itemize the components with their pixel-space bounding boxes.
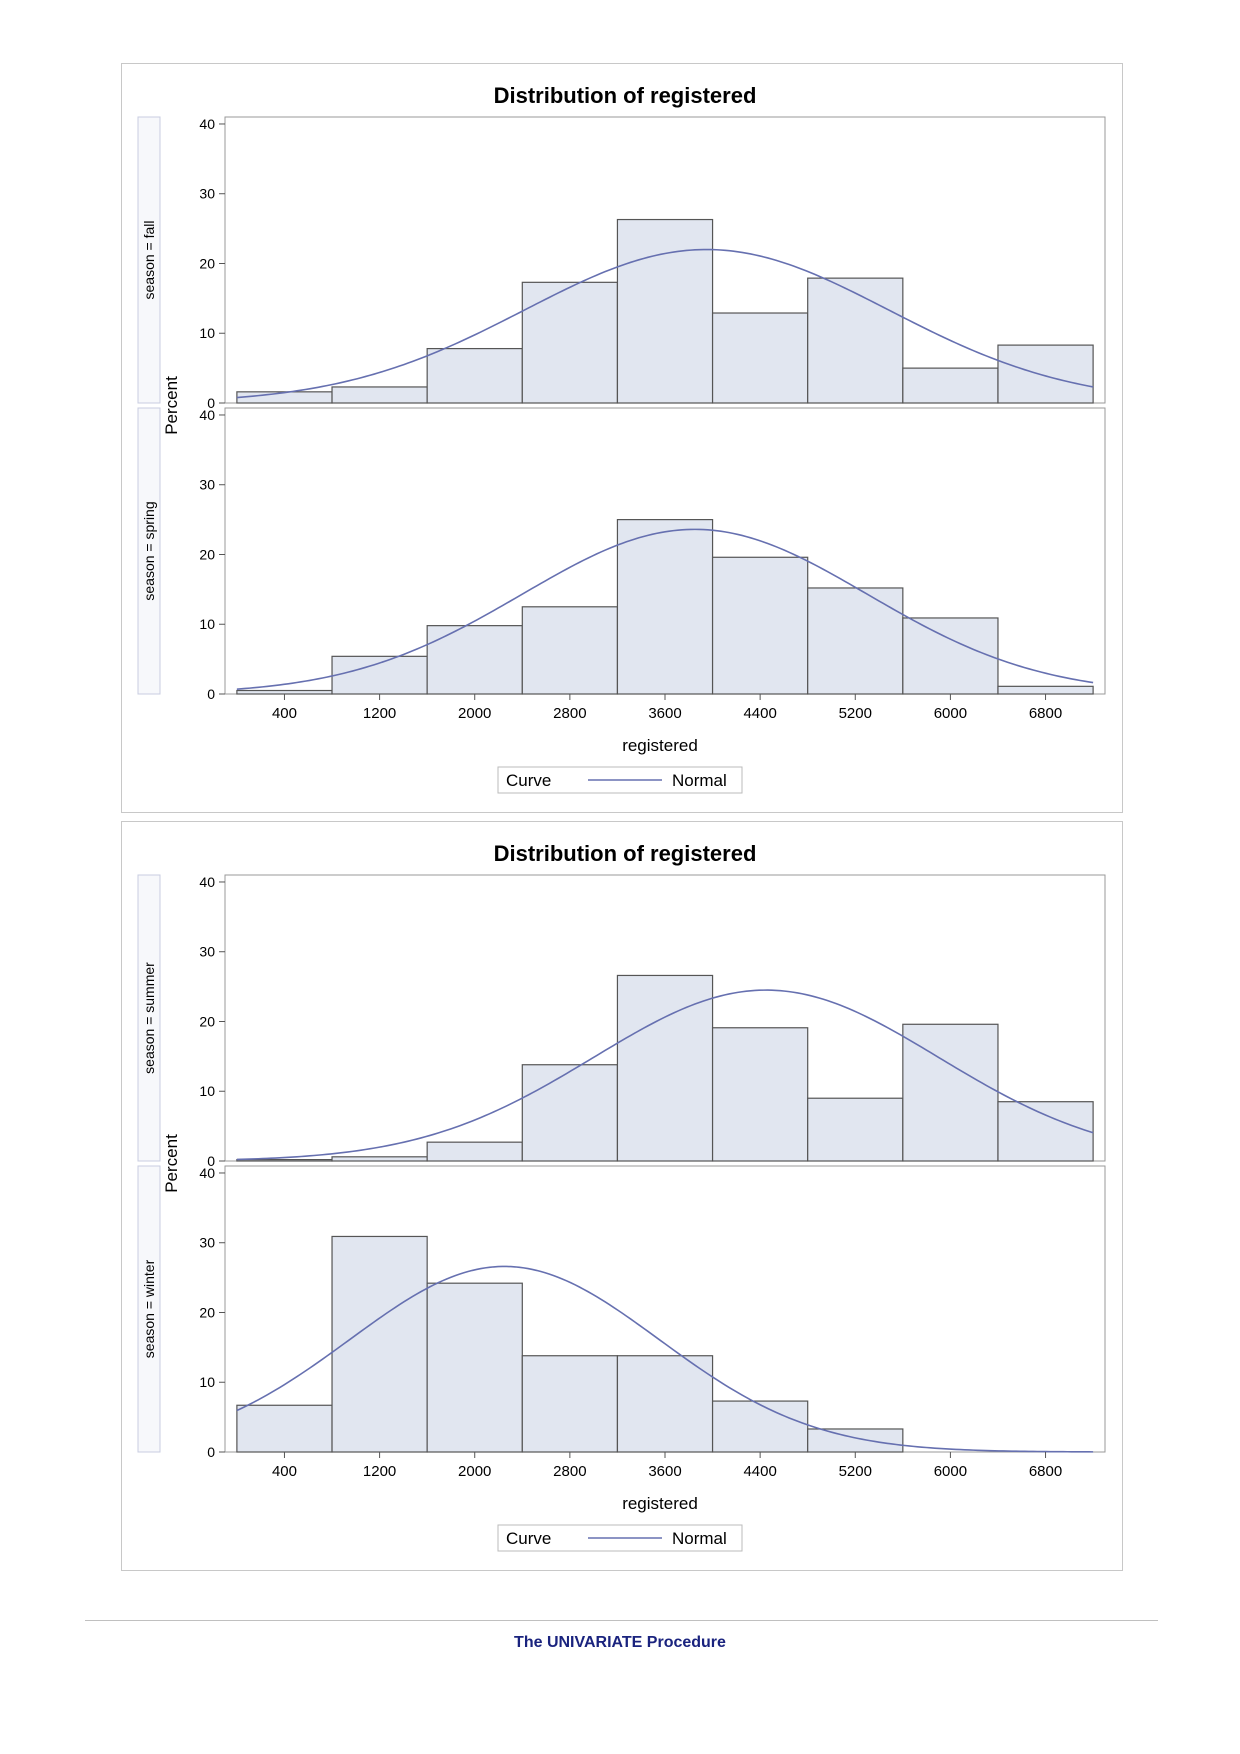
histogram-figure-2: Distribution of registered season = summe… — [121, 821, 1123, 1571]
y-tick-label: 20 — [199, 1013, 215, 1029]
panel-label: season = fall — [141, 221, 157, 300]
y-tick-label: 40 — [199, 1165, 215, 1181]
x-tick-label: 6000 — [934, 705, 967, 722]
y-tick-label: 20 — [199, 255, 215, 271]
y-tick-label: 0 — [207, 686, 215, 702]
histogram-bar — [426, 1141, 523, 1162]
y-tick-label: 30 — [199, 477, 215, 493]
histogram-bar — [331, 386, 428, 404]
x-tick-label: 2800 — [553, 705, 586, 722]
x-tick-label: 3600 — [648, 705, 681, 722]
y-tick-label: 40 — [199, 874, 215, 890]
x-tick-label: 2000 — [458, 705, 491, 722]
histogram-bar — [997, 685, 1094, 695]
panel-strip — [137, 874, 161, 1162]
histogram-bar — [616, 519, 714, 695]
panel-label: season = summer — [141, 962, 157, 1074]
normal-curve — [236, 989, 1094, 1161]
procedure-title: The UNIVARIATE Procedure — [514, 1634, 726, 1651]
x-tick-label: 1200 — [363, 705, 396, 722]
x-tick-label: 6000 — [934, 1463, 967, 1480]
normal-curve — [236, 1265, 1094, 1453]
histogram-bar — [711, 556, 809, 695]
histogram-bar — [236, 1404, 333, 1453]
histogram-bar — [997, 344, 1094, 404]
y-tick-label: 10 — [199, 616, 215, 632]
x-tick-label: 2000 — [458, 1463, 491, 1480]
footer-divider — [85, 1620, 1158, 1621]
x-axis-label: registered — [622, 1494, 698, 1513]
y-axis-label: Percent — [162, 376, 181, 435]
y-axis-label: Percent — [162, 1134, 181, 1193]
chart-title: Distribution of registered — [494, 841, 757, 866]
chart-svg: Distribution of registered season = summe… — [137, 841, 1106, 1552]
histogram-bar — [807, 1097, 904, 1162]
normal-curve — [236, 528, 1094, 690]
legend-title: Curve — [506, 771, 551, 790]
x-tick-label: 4400 — [743, 705, 776, 722]
histogram-bar — [331, 1156, 428, 1162]
panel-label: season = spring — [141, 501, 157, 600]
x-tick-label: 6800 — [1029, 705, 1062, 722]
y-tick-label: 40 — [199, 407, 215, 423]
y-tick-label: 0 — [207, 1444, 215, 1460]
x-tick-label: 1200 — [363, 1463, 396, 1480]
histogram-bar — [807, 587, 904, 695]
x-tick-label: 4400 — [743, 1463, 776, 1480]
histogram-bar — [902, 617, 999, 695]
histogram-bar — [521, 1355, 619, 1453]
histogram-bar — [521, 281, 619, 404]
histogram-bar — [902, 367, 999, 404]
histogram-bar — [616, 974, 714, 1162]
y-tick-label: 0 — [207, 395, 215, 411]
histogram-bar — [711, 1027, 809, 1162]
chart-svg: Distribution of registered season = fall 0… — [137, 83, 1106, 794]
x-tick-label: 3600 — [648, 1463, 681, 1480]
histogram-bar — [426, 625, 523, 695]
histogram-bar — [807, 1428, 904, 1453]
histogram-bar — [807, 277, 904, 404]
y-tick-label: 10 — [199, 1374, 215, 1390]
histogram-bar — [711, 1400, 809, 1453]
y-tick-label: 30 — [199, 186, 215, 202]
histogram-bar — [616, 1355, 714, 1453]
histogram-bar — [521, 1064, 619, 1162]
histogram-bar — [997, 1101, 1094, 1162]
histogram-bar — [331, 1235, 428, 1453]
histogram-bar — [521, 606, 619, 695]
x-tick-label: 2800 — [553, 1463, 586, 1480]
histogram-bar — [616, 218, 714, 404]
y-tick-label: 0 — [207, 1153, 215, 1169]
x-tick-label: 400 — [272, 705, 297, 722]
y-tick-label: 30 — [199, 1235, 215, 1251]
y-tick-label: 20 — [199, 1304, 215, 1320]
y-tick-label: 10 — [199, 1083, 215, 1099]
x-tick-label: 6800 — [1029, 1463, 1062, 1480]
legend-title: Curve — [506, 1529, 551, 1548]
histogram-bar — [711, 312, 809, 404]
legend-entry: Normal — [672, 1529, 727, 1548]
chart-title: Distribution of registered — [494, 83, 757, 108]
panel-strip — [137, 407, 161, 695]
x-tick-label: 400 — [272, 1463, 297, 1480]
histogram-bar — [236, 391, 333, 404]
x-axis-label: registered — [622, 736, 698, 755]
normal-curve — [236, 248, 1094, 399]
histogram-bar — [902, 1023, 999, 1162]
y-tick-label: 20 — [199, 546, 215, 562]
histogram-bar — [331, 655, 428, 695]
x-tick-label: 5200 — [839, 1463, 872, 1480]
histogram-bar — [426, 347, 523, 404]
panel-strip — [137, 1165, 161, 1453]
histogram-bar — [236, 689, 333, 695]
y-tick-label: 30 — [199, 944, 215, 960]
x-tick-label: 5200 — [839, 705, 872, 722]
panel-label: season = winter — [141, 1259, 157, 1358]
histogram-figure-1: Distribution of registered season = fall 0… — [121, 63, 1123, 813]
y-tick-label: 40 — [199, 116, 215, 132]
panel-strip — [137, 116, 161, 404]
y-tick-label: 10 — [199, 325, 215, 341]
histogram-bar — [426, 1282, 523, 1453]
legend-entry: Normal — [672, 771, 727, 790]
